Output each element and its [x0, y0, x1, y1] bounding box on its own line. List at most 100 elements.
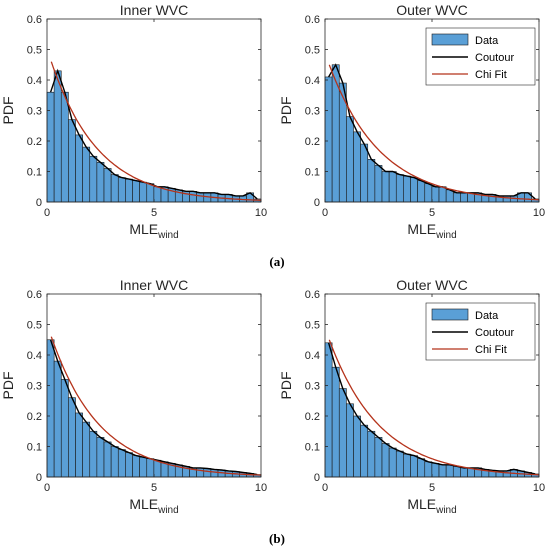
chart-title: Outer WVC [396, 277, 468, 293]
y-tick-label: 0.4 [305, 350, 320, 362]
x-tick-label: 5 [151, 482, 157, 494]
x-tick-label: 0 [44, 482, 50, 494]
legend-label-fit: Chi Fit [475, 69, 507, 81]
y-tick-label: 0 [36, 472, 42, 484]
bar [367, 159, 376, 203]
bar [403, 453, 411, 478]
x-axis-label-subscript: wind [435, 505, 457, 516]
y-tick-label: 0.5 [305, 320, 320, 332]
x-axis-label: MLEwind [407, 496, 456, 516]
bar [82, 146, 91, 203]
bar [346, 403, 354, 478]
chi-fit-line [50, 61, 262, 201]
legend-label-contour: Coutour [475, 327, 514, 339]
x-axis-label: MLEwind [129, 221, 178, 241]
x-tick-label: 5 [429, 207, 435, 219]
bar [438, 464, 447, 478]
y-tick-label: 0.1 [305, 167, 320, 179]
y-tick-label: 0.2 [27, 411, 42, 423]
caption-a: (a) [269, 254, 284, 269]
y-tick-label: 0.1 [27, 442, 42, 454]
y-tick-label: 0 [314, 472, 320, 484]
bar [117, 449, 126, 478]
y-tick-label: 0.2 [27, 136, 42, 148]
legend-label-fit: Chi Fit [475, 344, 507, 356]
bar [146, 183, 155, 203]
y-axis-label: PDF [278, 372, 294, 400]
y-tick-label: 0.3 [27, 381, 42, 393]
x-axis-label-main: MLE [129, 496, 158, 512]
chart-panel-2: 0 0.1 0.2 0.3 0.4 0.5 0.6 0 5 10 Outer WVC MLEwind P… [278, 2, 545, 241]
bar [460, 192, 468, 203]
bar [417, 458, 426, 478]
x-tick-label: 10 [533, 482, 545, 494]
bar [210, 469, 219, 478]
chart-title: Outer WVC [396, 2, 468, 18]
bar [125, 452, 133, 478]
x-tick-label: 5 [151, 207, 157, 219]
x-tick-label: 5 [429, 482, 435, 494]
bar [146, 458, 155, 478]
chart-panel-3: 0 0.1 0.2 0.3 0.4 0.5 0.6 0 5 10 Inner WVC MLEwind P… [0, 277, 267, 516]
contour-line [327, 342, 536, 475]
x-tick-label: 0 [322, 482, 328, 494]
bar [424, 183, 433, 203]
bar [381, 443, 390, 478]
chi-fit-line [328, 64, 540, 201]
bar [60, 91, 69, 203]
bar [438, 186, 447, 203]
bar [388, 171, 397, 203]
x-axis-label: MLEwind [407, 221, 456, 241]
bar [403, 175, 411, 203]
bar [360, 424, 369, 478]
bar [46, 91, 55, 203]
legend-label-data: Data [475, 35, 499, 47]
bar [417, 180, 426, 203]
y-tick-label: 0.5 [27, 45, 42, 57]
bar [82, 421, 91, 478]
bar [452, 192, 461, 203]
legend-label-contour: Coutour [475, 52, 514, 64]
bar [353, 131, 361, 203]
chart-panel-1: 0 0.1 0.2 0.3 0.4 0.5 0.6 0 5 10 Inner WVC MLEwind P… [0, 2, 267, 241]
bar [103, 441, 112, 478]
bar [324, 76, 333, 203]
y-tick-label: 0.3 [305, 106, 320, 118]
x-axis-label-subscript: wind [157, 230, 179, 241]
bar [132, 180, 140, 203]
bars [324, 64, 540, 203]
y-tick-label: 0.5 [305, 45, 320, 57]
bar [96, 437, 105, 478]
bar [374, 165, 383, 203]
bars [46, 339, 262, 478]
legend: Data Coutour Chi Fit [425, 27, 536, 86]
y-tick-label: 0.3 [305, 381, 320, 393]
bar [395, 450, 404, 478]
bar [75, 412, 83, 478]
bar [360, 143, 369, 203]
bar [410, 177, 418, 203]
bar [68, 119, 76, 203]
bar [103, 168, 112, 203]
chart-title: Inner WVC [120, 2, 188, 18]
bar [196, 192, 205, 203]
y-tick-label: 0.1 [27, 167, 42, 179]
caption-b: (b) [269, 531, 285, 546]
y-tick-label: 0.4 [305, 75, 320, 87]
chi-fit-line [50, 336, 262, 476]
y-axis-label: PDF [0, 97, 16, 125]
bar [46, 339, 55, 478]
y-tick-label: 0.3 [27, 106, 42, 118]
bar [117, 177, 126, 203]
x-axis-label-subscript: wind [157, 505, 179, 516]
bar [60, 379, 69, 478]
y-tick-label: 0.2 [305, 411, 320, 423]
y-tick-label: 0.6 [27, 289, 42, 301]
bar [110, 174, 119, 203]
y-tick-label: 0.6 [27, 14, 42, 26]
x-tick-label: 10 [533, 207, 545, 219]
bar [431, 462, 440, 478]
x-axis-label-main: MLE [129, 221, 158, 237]
bar [125, 178, 133, 203]
bar [331, 366, 340, 478]
